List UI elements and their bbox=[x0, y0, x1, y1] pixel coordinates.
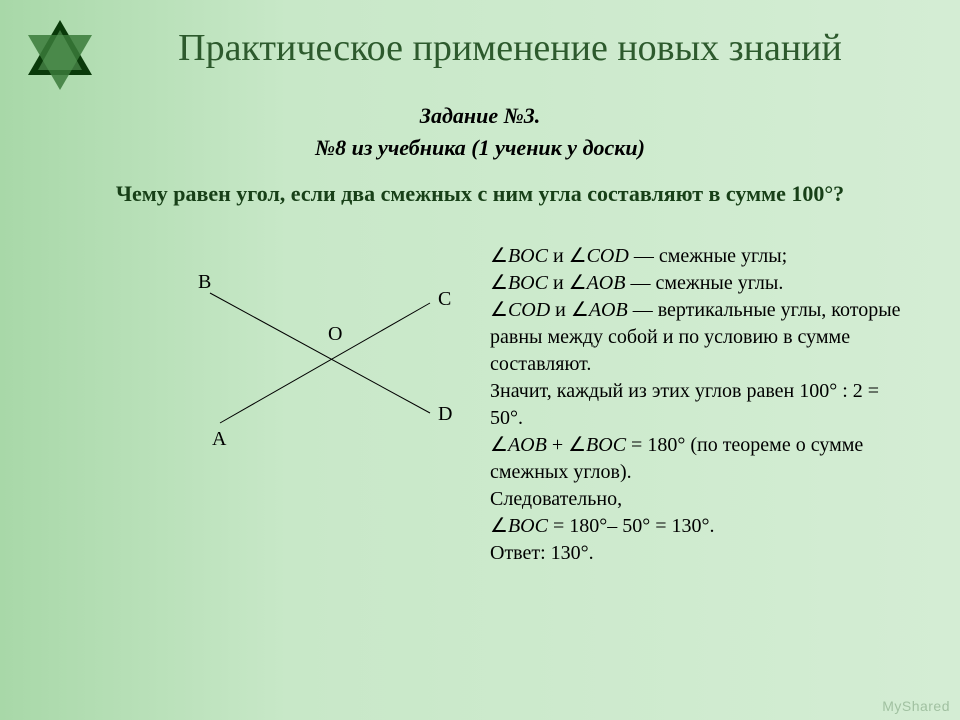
slide-title: Практическое применение новых знаний bbox=[0, 0, 960, 73]
point-label-d: D bbox=[438, 403, 452, 426]
watermark: MyShared bbox=[882, 698, 950, 714]
point-label-b: B bbox=[198, 271, 211, 294]
solution-line: ∠BOC и ∠COD — смежные углы; bbox=[490, 243, 910, 270]
solution-line: ∠AOB + ∠BOC = 180° (по теореме о сумме с… bbox=[490, 432, 910, 486]
solution-line: ∠COD и ∠AOB — вертикальные углы, которые… bbox=[490, 297, 910, 378]
solution-text: ∠BOC и ∠COD — смежные углы; ∠BOC и ∠AOB … bbox=[480, 243, 910, 567]
solution-line: ∠BOC и ∠AOB — смежные углы. bbox=[490, 270, 910, 297]
task-source: №8 из учебника (1 ученик у доски) bbox=[0, 135, 960, 161]
task-number: Задание №3. bbox=[0, 103, 960, 129]
corner-ornament bbox=[20, 15, 100, 95]
content-row: B C O A D ∠BOC и ∠COD — смежные углы; ∠B… bbox=[0, 243, 960, 567]
solution-line: Следовательно, bbox=[490, 486, 910, 513]
solution-answer: Ответ: 130°. bbox=[490, 540, 910, 567]
point-label-o: O bbox=[328, 323, 342, 346]
solution-line: Значит, каждый из этих углов равен 100° … bbox=[490, 378, 910, 432]
point-label-c: C bbox=[438, 288, 451, 311]
geometry-diagram: B C O A D bbox=[180, 243, 480, 463]
solution-line: ∠BOC = 180°– 50° = 130°. bbox=[490, 513, 910, 540]
point-label-a: A bbox=[212, 428, 226, 451]
problem-question: Чему равен угол, если два смежных с ним … bbox=[0, 179, 960, 209]
